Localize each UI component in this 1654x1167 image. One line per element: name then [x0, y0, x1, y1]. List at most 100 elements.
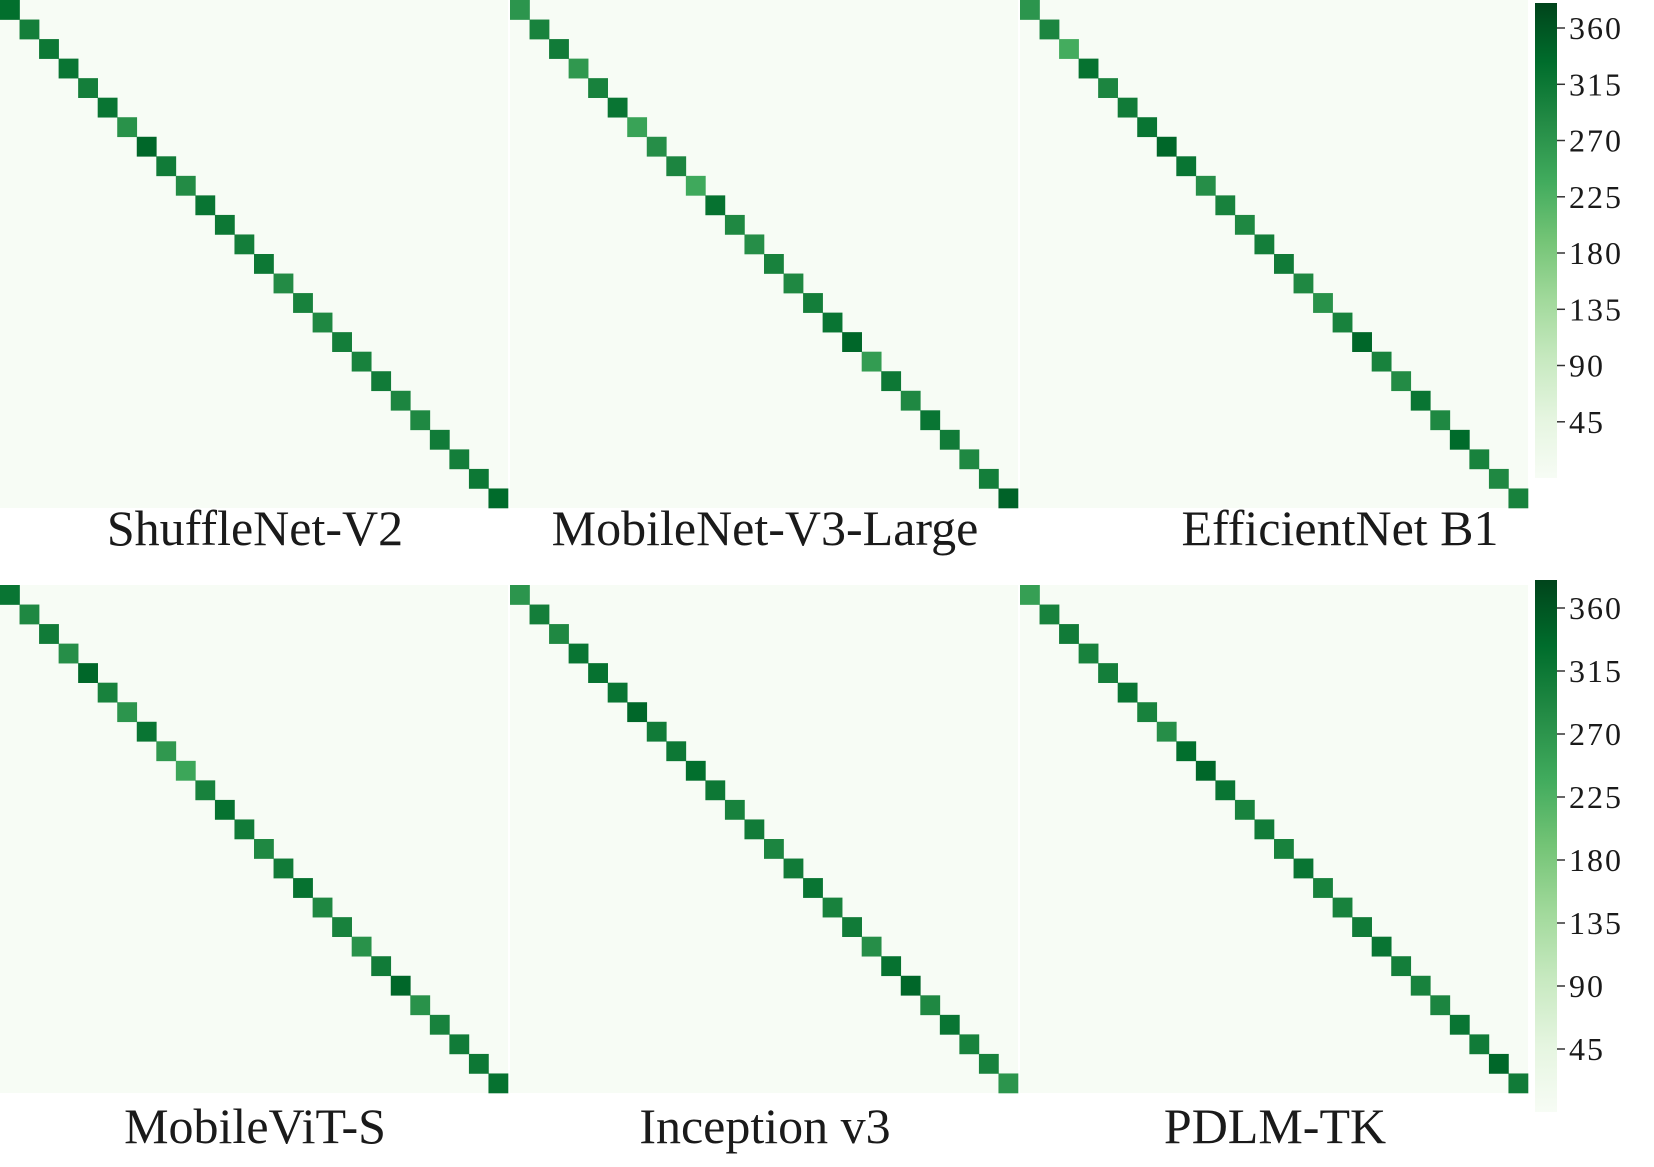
heatmap-cell [449, 1034, 470, 1055]
heatmap-cell [293, 293, 313, 313]
heatmap-cell [822, 897, 843, 918]
heatmap-cell [1137, 702, 1158, 723]
heatmap-cell [1098, 78, 1118, 98]
heatmap-cell [1137, 117, 1158, 138]
heatmap-cell [1508, 1073, 1529, 1094]
colorbar-tick-label: 45 [1569, 404, 1605, 440]
heatmap-cell [764, 839, 784, 859]
heatmap-cell [351, 351, 372, 372]
colorbar-tick-label: 225 [1569, 779, 1623, 815]
heatmap-cell [234, 819, 255, 840]
heatmap-cell [1234, 799, 1255, 820]
heatmap-cell [1430, 410, 1451, 431]
heatmap-cell [1254, 819, 1275, 840]
colorbar-tick-label: 45 [1569, 1031, 1605, 1067]
heatmap-cell [685, 760, 706, 781]
heatmap-cell [371, 956, 392, 977]
heatmap-cell [312, 312, 333, 333]
heatmap-cell [332, 332, 352, 352]
heatmap-cell [312, 897, 333, 918]
panels-layer [0, 0, 1529, 1094]
heatmap-cell [510, 585, 530, 605]
heatmap-cell [881, 371, 902, 392]
heatmap-cell [97, 97, 118, 118]
heatmap-cell [1488, 468, 1509, 489]
heatmap-cell [1488, 1053, 1509, 1074]
heatmap-cell [136, 721, 157, 742]
heatmap-cell [390, 390, 411, 411]
colorbar-tick-label: 90 [1569, 348, 1605, 384]
heatmap-cell [1039, 19, 1060, 40]
heatmap-cell [19, 19, 40, 40]
heatmap-cell [646, 721, 667, 742]
heatmap-cell [39, 39, 59, 59]
heatmap-cell [1059, 624, 1079, 644]
heatmap-cell [429, 429, 450, 450]
colorbar: 360 315 270 225 180 135 90 45 [1535, 3, 1623, 478]
heatmap-cell [1469, 449, 1490, 470]
heatmap-cell [195, 195, 216, 216]
heatmap-cell [97, 682, 118, 703]
heatmap-cell [468, 1053, 489, 1074]
heatmap-cell [1469, 1034, 1490, 1055]
heatmap-cell [764, 254, 784, 274]
colorbar-tick-label: 135 [1569, 291, 1623, 327]
heatmap-cell [234, 234, 255, 255]
heatmap-cell [0, 0, 20, 20]
heatmap-cell [900, 390, 921, 411]
heatmap-cell [1098, 663, 1118, 683]
heatmap-cell [1274, 254, 1294, 274]
heatmap-panel [510, 0, 1019, 509]
colorbars-layer: 360 315 270 225 180 135 90 45 360 315 270 225 180 135… [1535, 3, 1623, 1112]
heatmap-cell [410, 410, 431, 431]
heatmap-cell [1020, 0, 1040, 20]
heatmap-cell [646, 136, 667, 157]
heatmap-cell [588, 78, 608, 98]
heatmap-cell [549, 39, 569, 59]
heatmap-panel [510, 585, 1019, 1094]
colorbar-tick-label: 315 [1569, 66, 1623, 102]
panel-title: MobileViT-S [124, 1098, 386, 1154]
heatmap-cell [861, 351, 882, 372]
heatmap-cell [939, 1014, 960, 1035]
heatmap-cell [195, 780, 216, 801]
heatmap-cell [214, 214, 235, 235]
heatmap-cell [607, 97, 628, 118]
heatmap-cell [1352, 917, 1372, 937]
heatmap-cell [842, 917, 862, 937]
heatmap-cell [627, 702, 648, 723]
colorbar-gradient [1535, 3, 1557, 478]
heatmap-cell [371, 371, 392, 392]
heatmap-cell [783, 273, 804, 294]
colorbar-gradient [1535, 580, 1557, 1112]
colorbar-tick-label: 270 [1569, 716, 1623, 752]
heatmap-cell [1215, 780, 1236, 801]
colorbar-tick-label: 135 [1569, 905, 1623, 941]
heatmap-cell [978, 1053, 999, 1074]
heatmap-cell [136, 136, 157, 157]
heatmap-cell [1293, 858, 1314, 879]
heatmap-cell [568, 58, 589, 79]
heatmap-cell [724, 799, 745, 820]
heatmap-cell [1195, 175, 1216, 196]
heatmap-cell [117, 117, 138, 138]
heatmap-cell [156, 156, 177, 177]
heatmap-cell [1371, 936, 1392, 957]
colorbar-tick-label: 360 [1569, 590, 1623, 626]
heatmap-cell [1508, 488, 1529, 509]
heatmap-cell [78, 663, 98, 683]
heatmap-cell [488, 488, 509, 509]
heatmap-cell [959, 449, 980, 470]
heatmap-cell [1449, 429, 1470, 450]
colorbar-tick-label: 90 [1569, 968, 1605, 1004]
heatmap-cell [705, 195, 726, 216]
heatmap-panel [1020, 0, 1529, 509]
heatmap-cell [607, 682, 628, 703]
heatmap-cell [1176, 741, 1197, 762]
heatmap-cell [1117, 97, 1138, 118]
heatmap-cell [488, 1073, 509, 1094]
heatmap-cell [666, 741, 687, 762]
heatmap-cell [529, 604, 550, 625]
heatmap-cell [429, 1014, 450, 1035]
